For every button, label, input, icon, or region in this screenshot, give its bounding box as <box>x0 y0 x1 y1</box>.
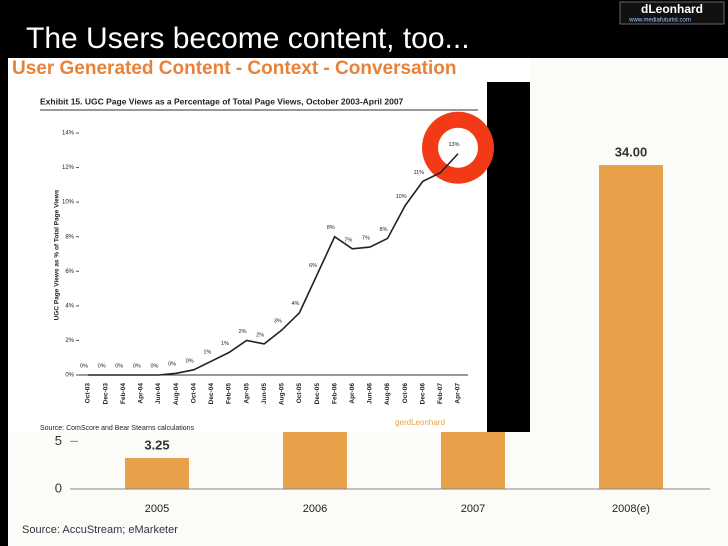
y-tick-label: 8% <box>65 234 74 240</box>
value-label: 7% <box>344 237 352 243</box>
source: Source: ComScore and Bear Stearns calcul… <box>40 425 195 432</box>
x-tick-label: Apr-05 <box>243 383 250 404</box>
slide-title: The Users become content, too... <box>26 22 470 55</box>
x-tick-label: 2006 <box>303 503 327 515</box>
y-tick-label: 12% <box>62 165 75 171</box>
x-tick-label: Aug-04 <box>173 383 180 405</box>
value-label: 0% <box>186 358 194 364</box>
chart-title: Exhibit 15. UGC Page Views as a Percenta… <box>40 96 404 106</box>
x-tick-label: Oct-05 <box>296 383 303 404</box>
x-tick-label: 2007 <box>461 503 485 515</box>
value-label: 1% <box>221 341 229 347</box>
x-tick-label: Apr-07 <box>455 383 462 404</box>
x-tick-label: Apr-04 <box>138 383 145 404</box>
value-label: 8% <box>380 227 388 233</box>
value-label: 0% <box>168 362 176 368</box>
bar <box>599 165 663 490</box>
x-tick-label: Dec-04 <box>208 383 215 405</box>
logo: dLeonhard <box>641 2 703 16</box>
x-tick-label: 2008(e) <box>612 503 650 515</box>
value-label: 11% <box>413 170 424 176</box>
x-tick-label: Jun-04 <box>155 383 162 404</box>
value-label: 4% <box>291 301 299 307</box>
x-tick-label: Feb-04 <box>120 383 127 404</box>
value-label: 34.00 <box>615 144 648 159</box>
x-tick-label: Dec-03 <box>102 383 109 405</box>
value-label: 13% <box>448 142 459 148</box>
x-tick-label: Feb-06 <box>331 383 338 404</box>
y-tick-label: 0 <box>55 480 62 495</box>
x-tick-label: Aug-06 <box>384 383 391 405</box>
y-tick-label: 5 <box>55 433 62 448</box>
value-label: 6% <box>309 263 317 269</box>
subtitle: User Generated Content - Context - Conve… <box>12 58 456 79</box>
gap <box>487 82 530 432</box>
x-tick-label: Jun-05 <box>261 383 268 404</box>
value-label: 3.25 <box>144 437 169 452</box>
value-label: 1% <box>203 350 211 356</box>
value-label: 3% <box>274 319 282 325</box>
x-tick-label: Apr-06 <box>349 383 356 404</box>
bar <box>125 458 189 489</box>
logo-box <box>619 1 725 25</box>
x-tick-label: Jun-06 <box>367 383 374 404</box>
source: Source: AccuStream; eMarketer <box>22 524 178 536</box>
y-tick-label: 4% <box>65 303 74 309</box>
x-tick-label: Oct-04 <box>190 383 197 404</box>
y-tick-label: 14% <box>62 131 75 137</box>
x-tick-label: Feb-07 <box>437 383 444 404</box>
x-tick-label: Feb-05 <box>226 383 233 404</box>
value-label: 10% <box>396 194 407 200</box>
x-tick-label: 2005 <box>145 503 169 515</box>
y-tick-label: 10% <box>62 200 75 206</box>
value-label: 0% <box>115 363 123 369</box>
value-label: 0% <box>80 363 88 369</box>
line <box>88 153 459 376</box>
watermark: gerdLeonhard <box>395 418 445 427</box>
value-label: 2% <box>239 329 247 335</box>
value-label: 0% <box>98 363 106 369</box>
line-chart: User Generated Content - Context - Conve… <box>8 58 530 432</box>
y-tick-label: 6% <box>65 269 74 275</box>
value-label: 0% <box>133 363 141 369</box>
x-tick-label: Oct-06 <box>402 383 409 404</box>
value-label: 8% <box>327 225 335 231</box>
y-tick-label: 0% <box>65 373 74 379</box>
x-tick-label: Aug-05 <box>279 383 286 405</box>
x-tick-label: Oct-03 <box>85 383 92 404</box>
value-label: 7% <box>362 236 370 242</box>
x-tick-label: Dec-05 <box>314 383 321 405</box>
logo-url: www.mediafuturist.com <box>628 18 691 24</box>
value-label: 2% <box>256 332 264 338</box>
x-tick-label: Dec-06 <box>419 383 426 405</box>
highlight-inner <box>438 127 478 168</box>
y-axis-label: UGC Page Views as % of Total Page Views <box>54 189 61 320</box>
y-tick-label: 2% <box>65 338 74 344</box>
value-label: 0% <box>150 363 158 369</box>
